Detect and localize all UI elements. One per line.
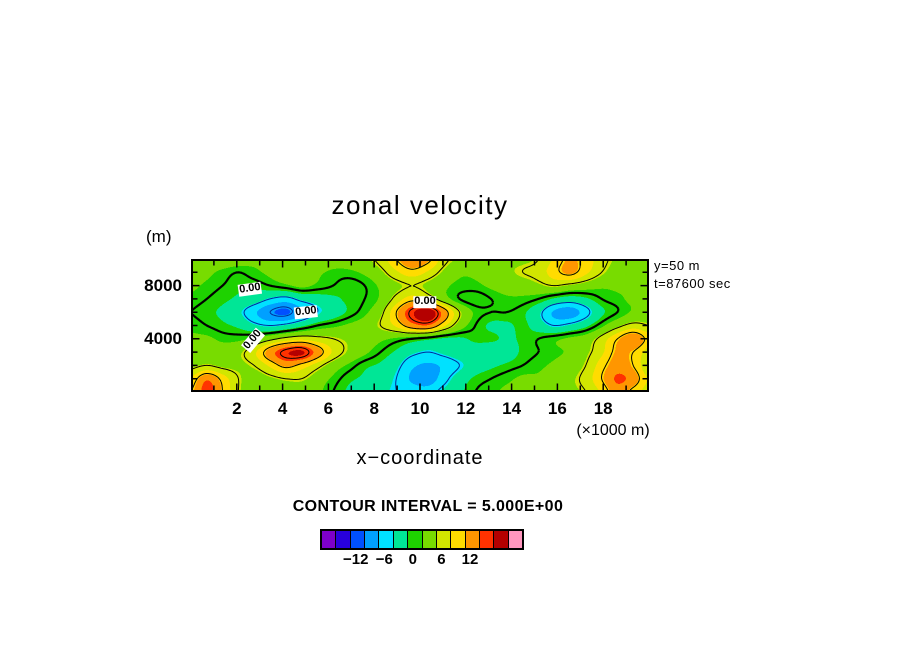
contour-value-label: 0.00 bbox=[293, 304, 319, 319]
colorbar-cell bbox=[494, 531, 509, 548]
colorbar-cell bbox=[365, 531, 380, 548]
x-tick-label: 18 bbox=[593, 399, 613, 418]
x-axis-label: x−coordinate bbox=[356, 447, 484, 469]
x-tick-label: 6 bbox=[323, 399, 334, 418]
colorbar-tick-label: 12 bbox=[461, 551, 479, 568]
x-axis-unit-label: (×1000 m) bbox=[576, 422, 650, 439]
y-axis-unit-label: (m) bbox=[146, 227, 172, 246]
x-tick-label: 4 bbox=[277, 399, 288, 418]
x-tick-label: 12 bbox=[456, 399, 476, 418]
x-tick-label: 16 bbox=[547, 399, 567, 418]
annotation-y-level: y=50 m bbox=[654, 258, 700, 273]
colorbar bbox=[320, 529, 524, 550]
x-tick-label: 14 bbox=[502, 399, 522, 418]
colorbar-cell bbox=[322, 531, 337, 548]
colorbar-tick-label: −12 bbox=[342, 551, 369, 568]
colorbar-cell bbox=[436, 531, 452, 548]
colorbar-cell bbox=[422, 531, 437, 548]
colorbar-cell bbox=[379, 531, 394, 548]
colorbar-cell bbox=[393, 531, 409, 548]
contour-value-label: 0.00 bbox=[413, 295, 437, 308]
y-tick-label: 8000 bbox=[144, 275, 182, 295]
annotation-time: t=87600 sec bbox=[654, 276, 731, 291]
colorbar-tick-label: 6 bbox=[437, 551, 446, 568]
colorbar-cell bbox=[465, 531, 480, 548]
x-tick-label: 8 bbox=[369, 399, 379, 418]
contour-interval-text: CONTOUR INTERVAL = 5.000E+00 bbox=[292, 498, 564, 515]
colorbar-cell bbox=[479, 531, 495, 548]
x-tick-label: 10 bbox=[410, 399, 430, 418]
colorbar-tick-label: −6 bbox=[375, 551, 393, 568]
colorbar-cell bbox=[408, 531, 423, 548]
colorbar-cell bbox=[451, 531, 466, 548]
colorbar-cell bbox=[350, 531, 366, 548]
colorbar-cell bbox=[336, 531, 351, 548]
x-tick-label: 2 bbox=[232, 399, 242, 418]
contour-plot-canvas bbox=[191, 259, 649, 392]
chart-title: zonal velocity bbox=[331, 190, 509, 220]
colorbar-cell bbox=[508, 531, 523, 548]
y-tick-label: 4000 bbox=[144, 328, 182, 348]
colorbar-tick-label: 0 bbox=[408, 551, 418, 568]
